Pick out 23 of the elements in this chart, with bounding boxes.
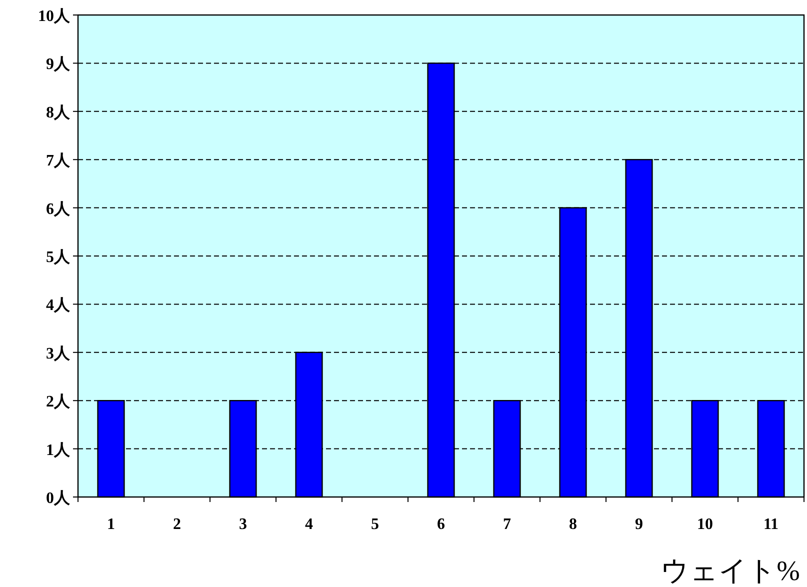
x-tick-label: 5 [371, 516, 379, 533]
x-tick-label: 9 [635, 516, 643, 533]
x-tick-label: 8 [569, 516, 577, 533]
y-tick-label: 5人 [46, 248, 71, 266]
x-axis-title: ウェイト% [660, 556, 800, 587]
y-tick-label: 0人 [46, 489, 71, 507]
y-tick-label: 6人 [46, 200, 71, 218]
y-tick-label: 7人 [46, 152, 71, 170]
x-tick-label: 10 [697, 516, 713, 533]
x-tick-label: 1 [107, 516, 115, 533]
y-tick-label: 9人 [46, 55, 71, 74]
y-tick-label: 2人 [46, 392, 71, 411]
x-tick-label: 3 [239, 516, 247, 533]
x-tick-label: 6 [437, 516, 445, 533]
x-tick-label: 11 [763, 516, 779, 533]
y-tick-label: 8人 [46, 103, 71, 122]
x-tick-label: 2 [173, 516, 181, 533]
y-tick-label: 1人 [46, 440, 71, 459]
x-tick-label: 4 [305, 516, 313, 533]
y-tick-label: 10人 [38, 7, 71, 25]
x-tick-label: 7 [503, 516, 511, 533]
y-tick-label: 4人 [46, 296, 71, 314]
y-tick-label: 3人 [46, 344, 71, 362]
